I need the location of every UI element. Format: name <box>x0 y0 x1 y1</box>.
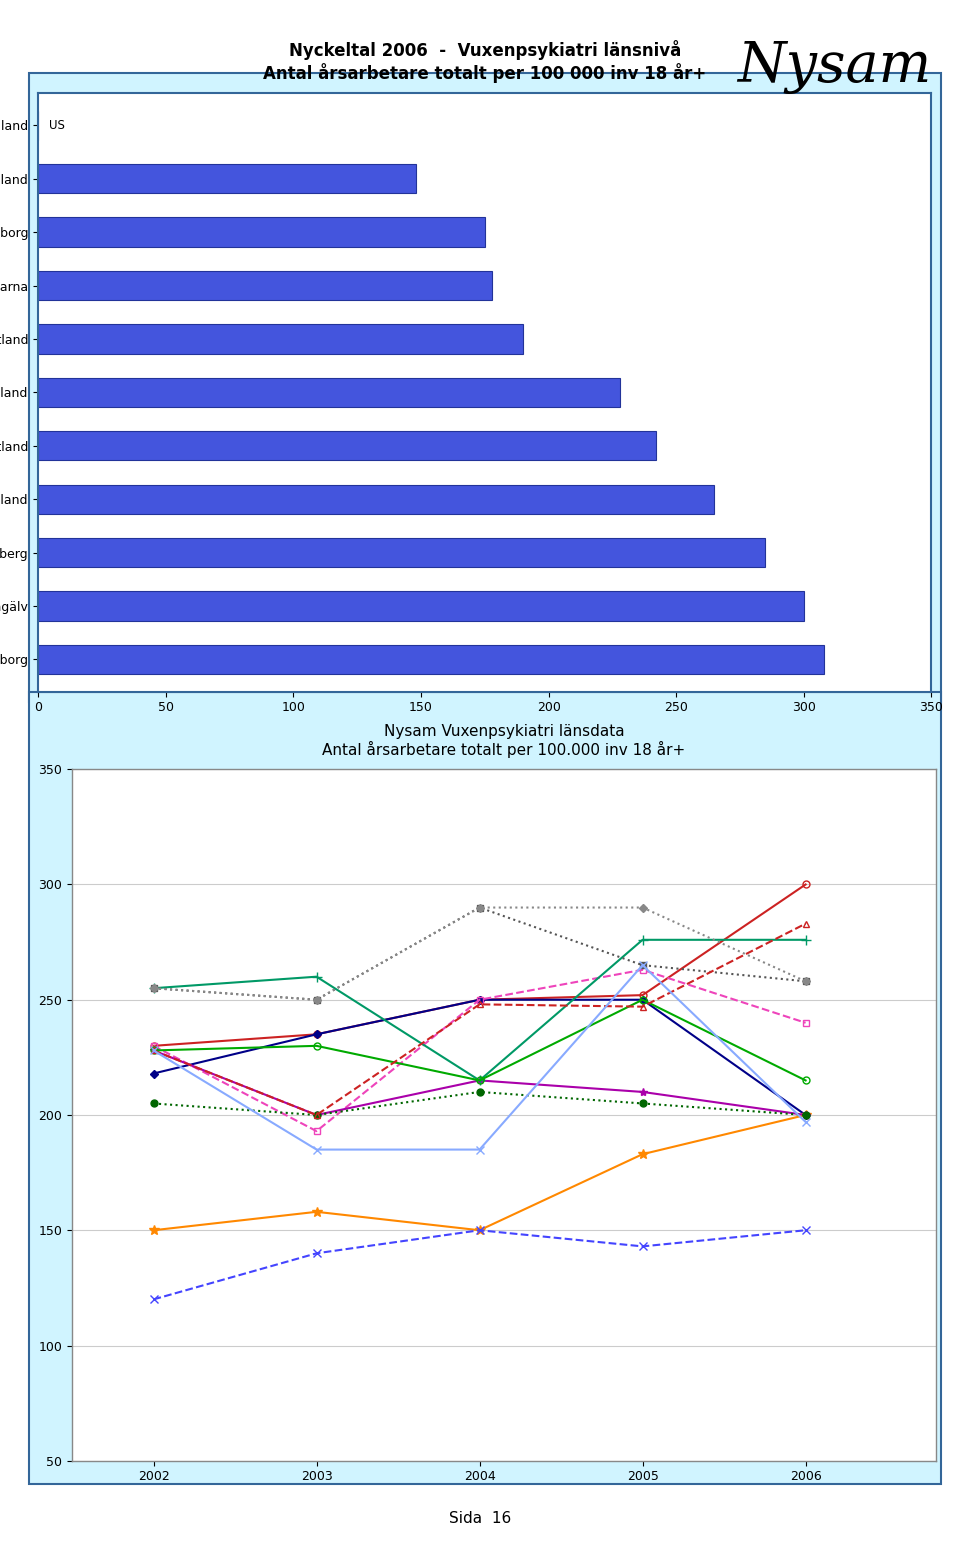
Dalarna <box>148 1064 159 1083</box>
Jämtland <box>311 1106 323 1125</box>
Jämtland <box>148 1041 159 1060</box>
Title: Nyckeltal 2006  -  Vuxenpsykiatri länsnivå
Antal årsarbetare totalt per 100 000 : Nyckeltal 2006 - Vuxenpsykiatri länsnivå… <box>263 40 707 84</box>
Sörmland <box>800 1106 811 1125</box>
Västerbotten <box>474 898 486 917</box>
Line: Kronoberg: Kronoberg <box>149 936 810 1085</box>
Värmland <box>636 990 648 1009</box>
VG-Skaraborg <box>636 956 648 974</box>
Bar <box>38 645 824 674</box>
Västmanland <box>800 971 811 990</box>
Värmland <box>474 1071 486 1089</box>
Dalarna <box>311 1026 323 1044</box>
Gävleborg <box>636 1145 648 1164</box>
VG-Skaraborg <box>148 1041 159 1060</box>
Halland <box>800 1221 811 1240</box>
Line: Värmland: Värmland <box>150 996 809 1083</box>
Bar <box>38 165 416 193</box>
Line: Jämtland: Jämtland <box>150 1046 809 1119</box>
Västmanland <box>474 898 486 917</box>
Västmanland <box>636 956 648 974</box>
Kronoberg <box>800 931 811 949</box>
Gotland <box>148 1037 159 1055</box>
Gotland <box>800 1013 811 1032</box>
Text: US: US <box>49 118 64 132</box>
Västerbotten <box>800 971 811 990</box>
Kronoberg <box>636 931 648 949</box>
Line: Halland: Halland <box>150 1226 809 1304</box>
Västmanland <box>311 990 323 1009</box>
Halland <box>148 1290 159 1308</box>
Halland <box>636 1237 648 1256</box>
Line: Blekinge: Blekinge <box>150 881 809 1049</box>
Bar <box>38 430 656 460</box>
VG-Kungälv <box>148 1041 159 1060</box>
Västerbotten <box>148 979 159 998</box>
Gävleborg <box>800 1106 811 1125</box>
Line: VG-Skaraborg: VG-Skaraborg <box>150 960 809 1153</box>
Gävleborg <box>148 1221 159 1240</box>
Blekinge <box>148 1037 159 1055</box>
Blekinge <box>311 1026 323 1044</box>
Line: Dalarna: Dalarna <box>151 998 808 1117</box>
Bar <box>38 538 765 567</box>
Halland <box>474 1221 486 1240</box>
Jämtland <box>800 1106 811 1125</box>
VG-Kungälv <box>636 998 648 1016</box>
Bar <box>38 378 620 407</box>
Line: Västmanland: Västmanland <box>150 904 809 1004</box>
Kronoberg <box>311 967 323 987</box>
VG-Skaraborg <box>800 1113 811 1131</box>
Bar <box>38 592 804 620</box>
Jämtland <box>636 1083 648 1102</box>
Line: Gotland: Gotland <box>150 967 809 1134</box>
Bar <box>38 485 714 514</box>
Gotland <box>311 1122 323 1141</box>
Sörmland <box>474 1083 486 1102</box>
Halland <box>311 1243 323 1262</box>
Blekinge <box>474 990 486 1009</box>
Gotland <box>636 960 648 979</box>
Värmland <box>311 1037 323 1055</box>
Värmland <box>148 1041 159 1060</box>
Bar <box>38 218 485 247</box>
Gävleborg <box>474 1221 486 1240</box>
Västerbotten <box>311 990 323 1009</box>
Sörmland <box>148 1094 159 1113</box>
Dalarna <box>474 990 486 1009</box>
Dalarna <box>800 1106 811 1125</box>
Line: Sörmland: Sörmland <box>150 1088 809 1119</box>
Västmanland <box>148 979 159 998</box>
Sörmland <box>636 1094 648 1113</box>
Title: Nysam Vuxenpsykiatri länsdata
Antal årsarbetare totalt per 100.000 inv 18 år+: Nysam Vuxenpsykiatri länsdata Antal årsa… <box>323 724 685 758</box>
Västerbotten <box>636 898 648 917</box>
Bar <box>38 270 492 300</box>
VG-Kungälv <box>474 995 486 1013</box>
Blekinge <box>636 985 648 1004</box>
Text: Sida  16: Sida 16 <box>449 1510 511 1526</box>
Bar <box>38 325 523 354</box>
VG-Kungälv <box>800 914 811 932</box>
Kronoberg <box>148 979 159 998</box>
Kronoberg <box>474 1071 486 1089</box>
Line: Gävleborg: Gävleborg <box>149 1110 810 1235</box>
VG-Kungälv <box>311 1106 323 1125</box>
Jämtland <box>474 1071 486 1089</box>
VG-Skaraborg <box>311 1141 323 1159</box>
Line: Västerbotten: Västerbotten <box>151 904 808 1002</box>
Blekinge <box>800 875 811 894</box>
Text: Nysam: Nysam <box>737 39 931 93</box>
Gotland <box>474 990 486 1009</box>
Line: VG-Kungälv: VG-Kungälv <box>150 920 809 1119</box>
VG-Skaraborg <box>474 1141 486 1159</box>
Värmland <box>800 1071 811 1089</box>
Sörmland <box>311 1106 323 1125</box>
Gävleborg <box>311 1203 323 1221</box>
Dalarna <box>636 990 648 1009</box>
